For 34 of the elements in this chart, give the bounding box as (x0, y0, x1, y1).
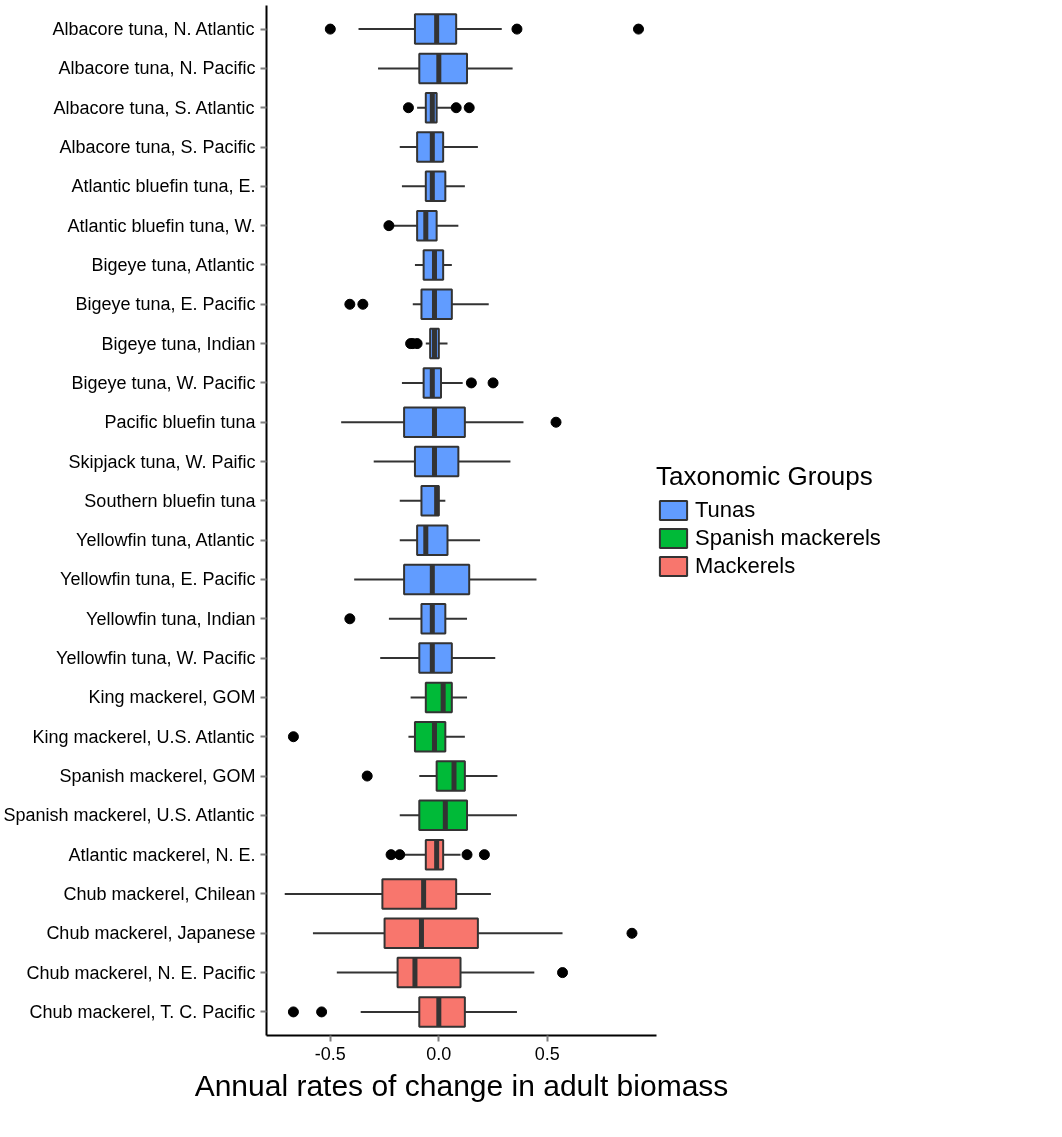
y-tick-label: Bigeye tuna, E. Pacific (75, 294, 256, 315)
x-tick-label: -0.5 (314, 1043, 346, 1064)
y-tick-label: Atlantic bluefin tuna, E. (71, 176, 256, 197)
y-tick-label: Spanish mackerel, U.S. Atlantic (3, 805, 255, 826)
legend-title: Taxonomic Groups (656, 461, 874, 492)
y-tick-label: Chub mackerel, N. E. Pacific (26, 962, 256, 983)
y-tick-label: Chub mackerel, T. C. Pacific (29, 1001, 256, 1022)
y-tick-label: Yellowfin tuna, E. Pacific (60, 569, 256, 590)
y-tick-label: Yellowfin tuna, Atlantic (76, 530, 255, 551)
y-tick-label: Albacore tuna, S. Pacific (59, 137, 256, 158)
y-tick-label: Chub mackerel, Japanese (46, 923, 256, 944)
y-tick-label: Albacore tuna, S. Atlantic (53, 97, 255, 118)
y-tick-label: Bigeye tuna, Atlantic (91, 254, 255, 275)
y-tick-label: Chub mackerel, Chilean (63, 883, 256, 904)
y-tick-label: Pacific bluefin tuna (104, 412, 257, 433)
legend-label: Spanish mackerels (695, 525, 881, 551)
y-tick-label: Spanish mackerel, GOM (59, 766, 256, 787)
y-tick-label: Yellowfin tuna, W. Pacific (56, 648, 256, 669)
y-tick-label: King mackerel, GOM (88, 687, 256, 708)
y-tick-label: Albacore tuna, N. Pacific (58, 58, 256, 79)
y-tick-label: Bigeye tuna, W. Pacific (71, 372, 256, 393)
y-tick-label: Southern bluefin tuna (84, 490, 257, 511)
y-tick-label: Yellowfin tuna, Indian (86, 608, 256, 629)
y-tick-label: King mackerel, U.S. Atlantic (32, 726, 255, 747)
y-tick-label: Atlantic bluefin tuna, W. (67, 215, 256, 236)
y-tick-label: Atlantic mackerel, N. E. (68, 844, 256, 865)
x-tick-label: 0.5 (534, 1043, 560, 1064)
legend-label: Mackerels (695, 553, 796, 579)
y-tick-label: Albacore tuna, N. Atlantic (52, 19, 255, 40)
legend-label: Tunas (695, 497, 756, 523)
y-tick-label: Bigeye tuna, Indian (101, 333, 256, 354)
x-axis-title: Annual rates of change in adult biomass (194, 1068, 729, 1102)
y-tick-label: Skipjack tuna, W. Paific (68, 451, 256, 472)
x-tick-label: 0.0 (426, 1043, 452, 1064)
